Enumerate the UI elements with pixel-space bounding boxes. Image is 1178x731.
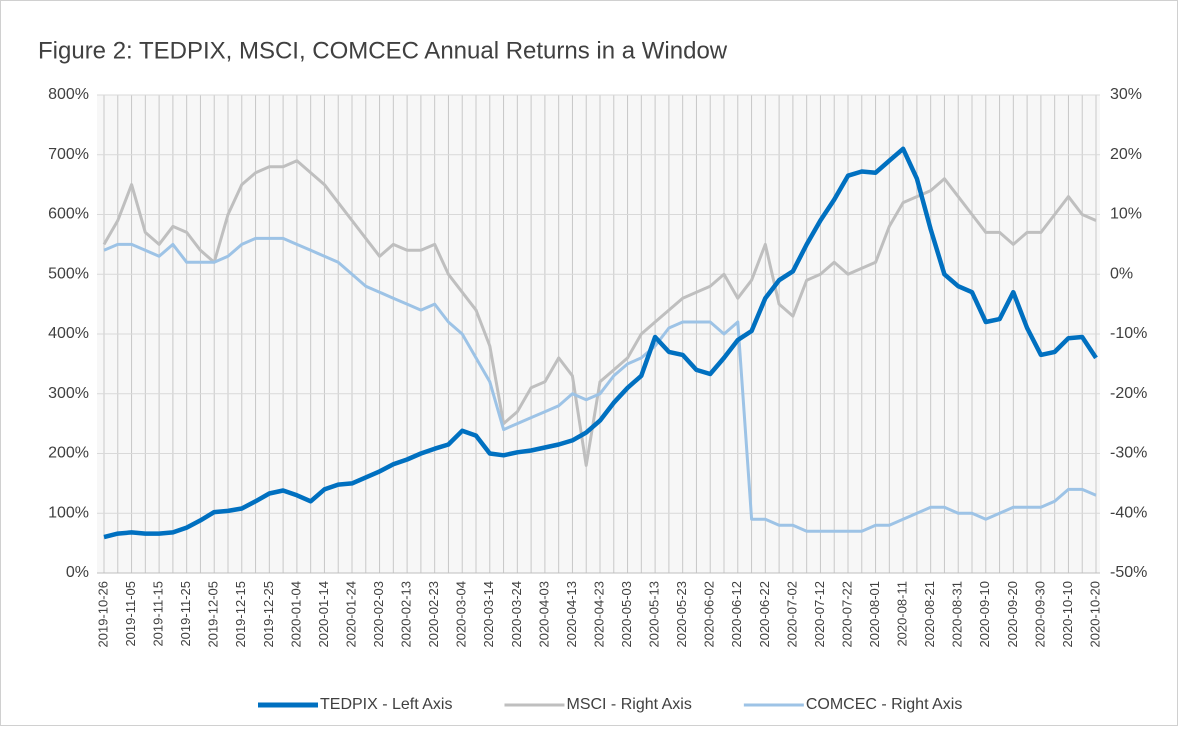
x-tick-label: 2019-12-05 <box>206 581 221 648</box>
chart-title: Figure 2: TEDPIX, MSCI, COMCEC Annual Re… <box>38 37 728 64</box>
x-tick-label: 2020-07-12 <box>812 581 827 648</box>
y2-tick-label: -40% <box>1110 504 1147 521</box>
x-tick-label: 2020-10-10 <box>1060 581 1075 648</box>
x-tick-label: 2020-05-13 <box>647 581 662 648</box>
x-tick-label: 2020-08-31 <box>950 581 965 648</box>
y2-tick-label: -50% <box>1110 564 1147 581</box>
x-tick-label: 2020-09-20 <box>1005 581 1020 648</box>
y2-tick-label: 30% <box>1110 86 1142 103</box>
x-tick-label: 2020-04-13 <box>564 581 579 648</box>
y2-tick-label: -20% <box>1110 385 1147 402</box>
legend-label: COMCEC - Right Axis <box>806 696 962 713</box>
x-tick-label: 2020-01-04 <box>288 581 303 648</box>
x-tick-label: 2019-11-15 <box>151 581 166 647</box>
series-line <box>102 159 1097 467</box>
series-line <box>103 236 1097 533</box>
x-tick-label: 2020-02-23 <box>426 581 441 648</box>
x-tick-label: 2019-11-05 <box>123 581 138 647</box>
y2-tick-label: 0% <box>1110 265 1133 282</box>
x-tick-label: 2020-08-11 <box>895 581 910 647</box>
x-tick-label: 2020-01-14 <box>316 581 331 648</box>
x-tick-label: 2020-02-03 <box>371 581 386 648</box>
x-tick-label: 2020-03-04 <box>454 581 469 648</box>
y-tick-label: 200% <box>48 445 89 462</box>
x-tick-label: 2020-02-13 <box>399 581 414 648</box>
x-tick-label: 2020-10-20 <box>1087 581 1102 648</box>
x-tick-label: 2020-05-23 <box>674 581 689 648</box>
y2-tick-label: 10% <box>1110 206 1142 223</box>
x-tick-label: 2020-04-03 <box>536 581 551 648</box>
y-tick-label: 800% <box>48 86 89 103</box>
x-tick-label: 2020-08-21 <box>922 581 937 648</box>
x-tick-label: 2020-01-24 <box>343 581 358 648</box>
x-tick-label: 2020-08-01 <box>867 581 882 648</box>
x-tick-label: 2020-04-23 <box>591 581 606 648</box>
legend-label: TEDPIX - Left Axis <box>320 696 452 713</box>
y2-tick-label: -30% <box>1110 445 1147 462</box>
series-line <box>103 146 1098 540</box>
y-tick-label: 500% <box>48 265 89 282</box>
y-tick-label: 0% <box>66 564 89 581</box>
x-tick-label: 2019-12-15 <box>233 581 248 648</box>
y-tick-label: 700% <box>48 146 89 163</box>
y-tick-label: 100% <box>48 504 89 521</box>
x-tick-label: 2020-06-12 <box>729 581 744 648</box>
x-tick-label: 2020-06-22 <box>757 581 772 648</box>
y-tick-label: 400% <box>48 325 89 342</box>
y-tick-label: 300% <box>48 385 89 402</box>
x-tick-label: 2020-03-24 <box>509 581 524 648</box>
x-tick-label: 2020-09-30 <box>1032 581 1047 648</box>
legend-label: MSCI - Right Axis <box>566 696 691 713</box>
x-tick-label: 2020-07-22 <box>839 581 854 648</box>
y2-tick-label: -10% <box>1110 325 1147 342</box>
x-tick-label: 2020-07-02 <box>784 581 799 648</box>
y-tick-label: 600% <box>48 206 89 223</box>
x-tick-label: 2020-06-02 <box>702 581 717 648</box>
x-tick-label: 2020-03-14 <box>481 581 496 648</box>
x-tick-label: 2019-11-25 <box>178 581 193 647</box>
x-tick-label: 2019-10-26 <box>95 581 110 648</box>
x-tick-label: 2019-12-25 <box>261 581 276 648</box>
x-tick-label: 2020-09-10 <box>977 581 992 648</box>
x-tick-label: 2020-05-03 <box>619 581 634 648</box>
y2-tick-label: 20% <box>1110 146 1142 163</box>
